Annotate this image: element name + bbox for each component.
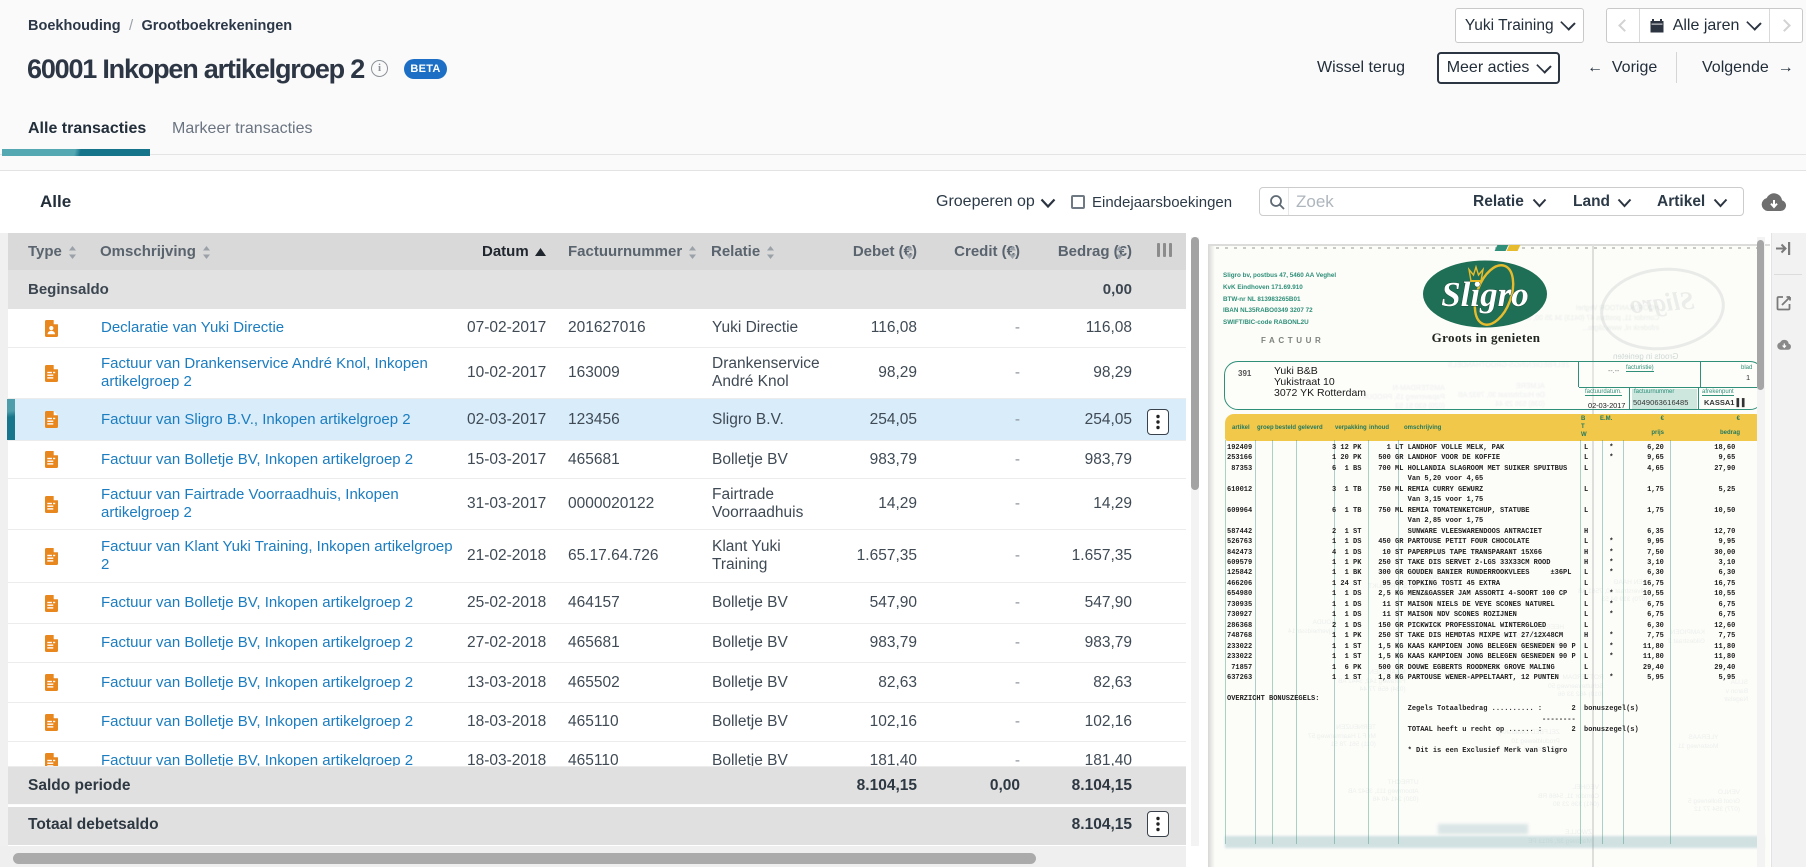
svg-text:Sligro: Sligro: [1441, 275, 1529, 314]
